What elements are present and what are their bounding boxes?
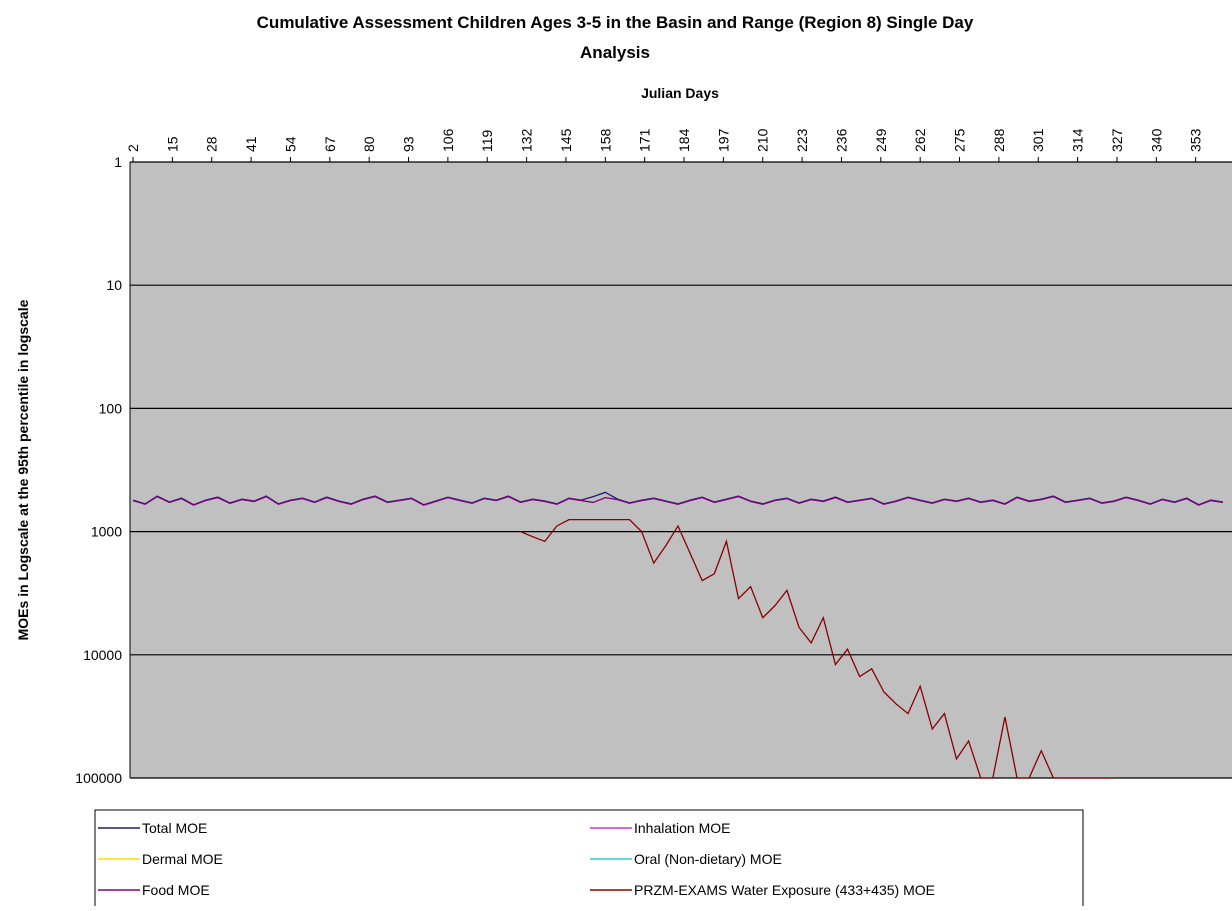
- x-tick-label: 314: [1070, 128, 1086, 152]
- x-tick-label: 80: [361, 136, 377, 152]
- x-tick-label: 15: [164, 136, 180, 152]
- legend-box: [94, 809, 1084, 911]
- chart-title: Cumulative Assessment Children Ages 3-5 …: [257, 13, 974, 32]
- y-tick-label: 10000: [83, 647, 122, 663]
- x-tick-label: 67: [322, 136, 338, 152]
- y-tick-label: 10: [106, 277, 122, 293]
- legend-label: Oral (Non-dietary) MOE: [634, 851, 782, 867]
- x-tick-label: 210: [755, 128, 771, 152]
- x-tick-label: 223: [794, 128, 810, 152]
- series-line: [132, 495, 1224, 506]
- legend-label: Food MOE: [142, 882, 210, 898]
- x-tick-label: 262: [912, 128, 928, 152]
- legend-label: Dermal MOE: [142, 851, 223, 867]
- y-tick-label: 100: [99, 400, 123, 416]
- y-axis-label: MOEs in Logscale at the 95th percentile …: [15, 299, 31, 640]
- x-tick-label: 2: [125, 144, 141, 152]
- y-tick-label: 100000: [75, 770, 122, 786]
- x-tick-label: 340: [1148, 128, 1164, 152]
- x-tick-label: 93: [401, 136, 417, 152]
- x-tick-label: 327: [1109, 128, 1125, 152]
- x-tick-label: 54: [282, 136, 298, 152]
- series-line: [520, 519, 1114, 779]
- x-axis-label: Julian Days: [641, 85, 719, 101]
- x-tick-label: 132: [519, 128, 535, 152]
- x-tick-label: 301: [1030, 128, 1046, 152]
- y-tick-label: 1: [114, 154, 122, 170]
- plot-area: [130, 162, 1232, 778]
- x-tick-label: 184: [676, 128, 692, 152]
- x-tick-label: 171: [637, 128, 653, 152]
- x-tick-label: 275: [952, 128, 968, 152]
- x-tick-label: 236: [833, 128, 849, 152]
- legend-label: Total MOE: [142, 820, 207, 836]
- x-tick-label: 249: [873, 128, 889, 152]
- x-tick-label: 158: [597, 128, 613, 152]
- x-tick-label: 41: [243, 136, 259, 152]
- x-tick-label: 288: [991, 128, 1007, 152]
- x-tick-label: 28: [204, 136, 220, 152]
- x-tick-label: 106: [440, 128, 456, 152]
- x-tick-label: 145: [558, 128, 574, 152]
- chart-title: Analysis: [580, 43, 650, 62]
- legend-label: Inhalation MOE: [634, 820, 731, 836]
- y-tick-label: 1000: [91, 524, 122, 540]
- x-tick-label: 353: [1188, 128, 1204, 152]
- x-tick-label: 119: [479, 129, 495, 152]
- legend-label: PRZM-EXAMS Water Exposure (433+435) MOE: [634, 882, 935, 898]
- x-tick-label: 197: [715, 128, 731, 152]
